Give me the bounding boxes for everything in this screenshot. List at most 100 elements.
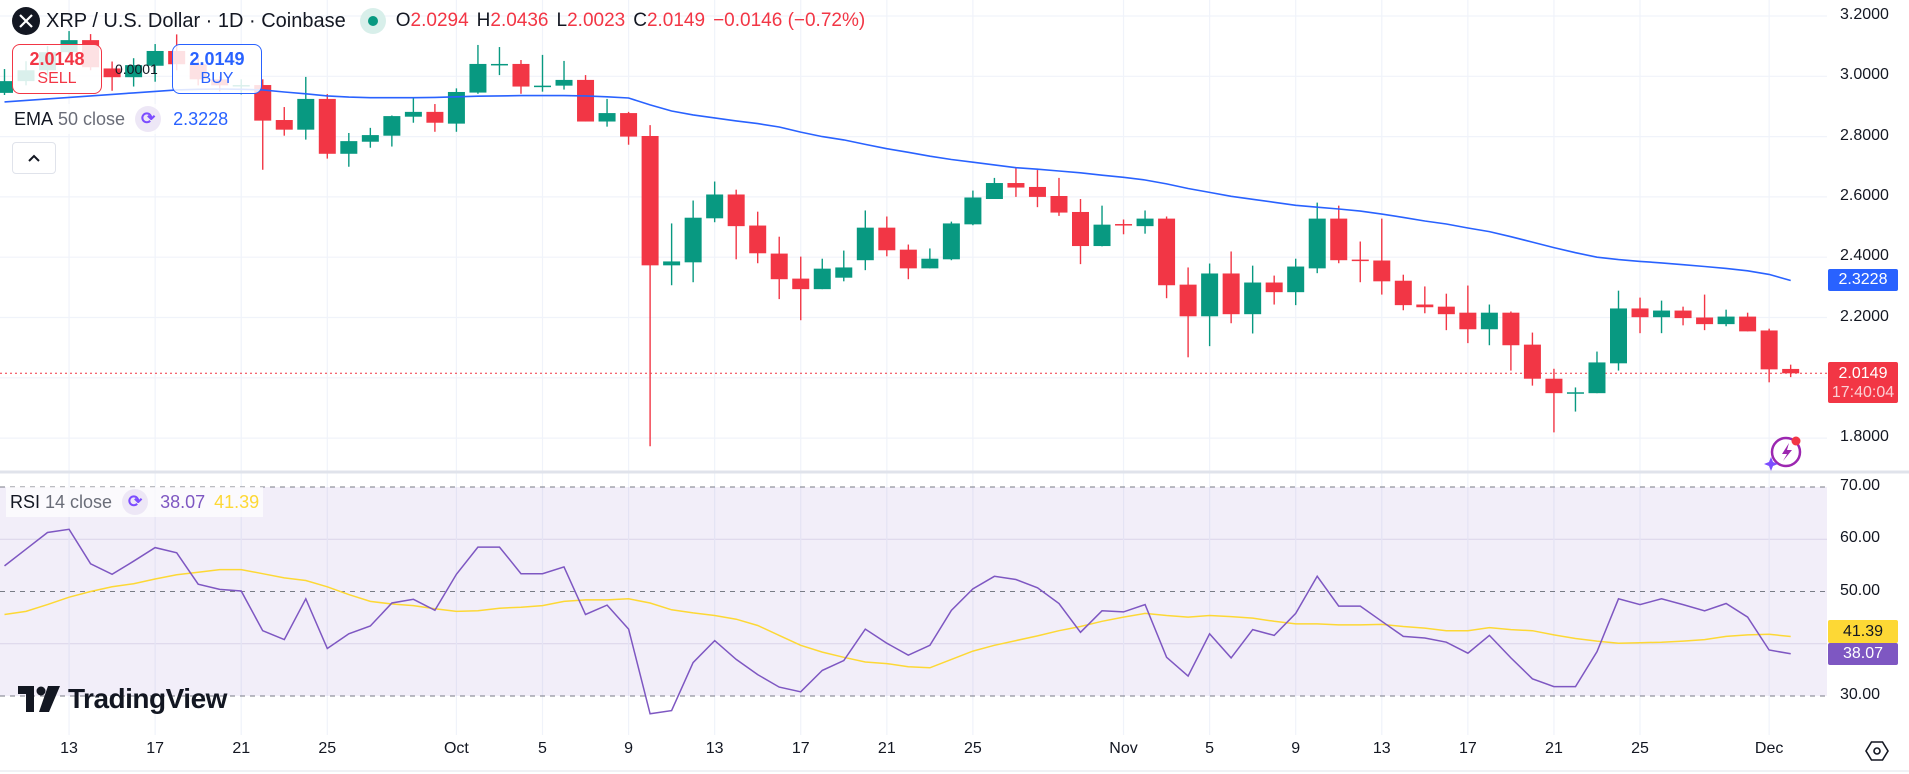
ohlc-close: C2.0149 <box>633 10 706 31</box>
candle <box>1566 387 1584 412</box>
time-tick-label: 9 <box>1291 740 1301 757</box>
candle-body <box>1287 266 1305 293</box>
candle-body <box>426 111 444 123</box>
candle <box>1201 263 1219 347</box>
candle-body <box>1007 183 1025 188</box>
candle <box>641 125 659 447</box>
candle-body <box>942 223 960 260</box>
candle <box>899 244 917 280</box>
candle <box>1072 199 1089 265</box>
candle-body <box>856 227 874 261</box>
collapse-legend-button[interactable] <box>12 142 56 174</box>
candle-body <box>1437 306 1455 315</box>
candle <box>1265 275 1283 305</box>
candle <box>1631 297 1649 334</box>
candle-body <box>1050 195 1068 213</box>
chevron-up-icon <box>28 154 40 162</box>
candle <box>383 115 401 147</box>
candle <box>1480 304 1498 346</box>
candle <box>469 44 487 94</box>
candle-body <box>297 98 315 130</box>
candle-body <box>1631 308 1649 318</box>
refresh-cycle-icon[interactable]: ⟳ <box>135 106 162 132</box>
ohlc-low: L2.0023 <box>556 10 626 31</box>
candle <box>1308 202 1326 274</box>
candle <box>1674 306 1692 326</box>
buy-button[interactable]: 2.0149 BUY <box>172 44 262 94</box>
candle <box>942 221 960 261</box>
sell-button[interactable]: 2.0148 SELL <box>12 44 102 94</box>
candles <box>0 31 1800 447</box>
candle-body <box>1523 344 1541 379</box>
candle-body <box>835 267 853 278</box>
candle <box>878 216 896 257</box>
refresh-cycle-icon[interactable]: ⟳ <box>122 489 149 515</box>
tradingview-logo[interactable]: TradingView <box>18 683 227 715</box>
candle <box>1782 364 1800 378</box>
candle <box>125 58 143 87</box>
time-tick-label: 13 <box>705 740 724 757</box>
sell-price: 2.0148 <box>29 49 85 69</box>
settings-hexagon-icon[interactable] <box>1865 741 1889 761</box>
candle-body <box>0 81 13 93</box>
price-tick-label: 2.2000 <box>1840 307 1889 325</box>
candle <box>1050 177 1068 216</box>
rsi-ma-value: 41.39 <box>214 491 260 512</box>
candle <box>512 60 530 94</box>
candle <box>577 75 595 122</box>
candle <box>1136 210 1154 234</box>
candle <box>598 98 616 127</box>
candle <box>404 98 422 123</box>
candle <box>534 54 551 92</box>
candle <box>1028 170 1046 208</box>
candle <box>297 76 315 140</box>
candle-body <box>1222 273 1240 315</box>
ema-legend[interactable]: EMA 50 close ⟳ 2.3228 <box>10 104 233 134</box>
candle <box>1330 205 1348 264</box>
candle <box>1222 251 1240 324</box>
bar-countdown: 17:40:04 <box>1831 384 1895 401</box>
candle <box>1158 216 1176 299</box>
candle-body <box>340 141 358 154</box>
candle <box>555 60 573 90</box>
candle <box>1653 300 1671 334</box>
candle <box>1717 309 1735 327</box>
rsi-legend[interactable]: RSI 14 close ⟳ 38.07 41.39 <box>6 487 264 517</box>
last-price-value: 2.0149 <box>1838 365 1888 382</box>
ohlc-open: O2.0294 <box>395 10 469 31</box>
time-tick-label: Nov <box>1109 740 1138 757</box>
candle-body <box>1416 304 1434 308</box>
candle-body <box>383 116 401 136</box>
price-tick-label: 2.6000 <box>1840 186 1889 204</box>
candle-body <box>254 85 272 121</box>
candle <box>1459 285 1477 344</box>
symbol-title[interactable]: XRP / U.S. Dollar · 1D · Coinbase <box>46 9 346 32</box>
time-tick-label: 25 <box>963 740 982 757</box>
candle-body <box>1653 310 1671 318</box>
candle-body <box>878 227 896 251</box>
candle-body <box>146 50 164 66</box>
candle-body <box>727 194 745 227</box>
time-tick-label: 17 <box>1458 740 1477 757</box>
candle <box>1394 274 1412 311</box>
last-price-tag: 2.0149 17:40:04 <box>1828 362 1898 403</box>
candle <box>684 200 702 283</box>
candle <box>706 181 724 223</box>
time-tick-label: Oct <box>443 740 469 757</box>
time-tick-label: 5 <box>538 740 547 757</box>
candle-body <box>1674 310 1692 319</box>
ai-assistant-icon[interactable] <box>1764 436 1802 472</box>
candle <box>1244 265 1262 334</box>
candle-body <box>663 261 681 266</box>
candle-body <box>813 268 831 290</box>
candle <box>727 189 745 260</box>
candle-body <box>770 253 788 280</box>
candle <box>1739 312 1757 332</box>
time-tick-label: 17 <box>791 740 810 757</box>
buy-price: 2.0149 <box>189 49 245 69</box>
candle-body <box>125 65 143 78</box>
time-tick-label: 21 <box>1545 740 1563 757</box>
candle-body <box>620 113 638 137</box>
candle <box>835 250 853 282</box>
